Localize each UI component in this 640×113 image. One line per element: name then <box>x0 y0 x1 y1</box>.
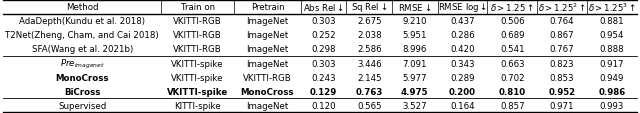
Text: 0.952: 0.952 <box>548 87 575 96</box>
Text: 0.954: 0.954 <box>600 31 624 40</box>
Text: 0.298: 0.298 <box>312 45 336 54</box>
Text: 0.971: 0.971 <box>550 101 574 110</box>
Text: 0.289: 0.289 <box>450 73 475 82</box>
Text: RMSE log$\downarrow$: RMSE log$\downarrow$ <box>438 1 487 14</box>
Text: 0.689: 0.689 <box>500 31 525 40</box>
Text: 0.986: 0.986 <box>598 87 625 96</box>
Text: 0.763: 0.763 <box>355 87 383 96</box>
Text: BiCross: BiCross <box>64 87 100 96</box>
Text: 0.917: 0.917 <box>600 59 624 68</box>
Text: VKITTI-RGB: VKITTI-RGB <box>173 45 222 54</box>
Text: 0.120: 0.120 <box>311 101 336 110</box>
Text: VKITTI-RGB: VKITTI-RGB <box>173 17 222 26</box>
Text: 0.129: 0.129 <box>310 87 337 96</box>
Text: 5.951: 5.951 <box>403 31 427 40</box>
Text: 7.091: 7.091 <box>403 59 427 68</box>
Text: 0.420: 0.420 <box>450 45 475 54</box>
Text: RMSE$\downarrow$: RMSE$\downarrow$ <box>398 2 431 13</box>
Text: KITTI-spike: KITTI-spike <box>174 101 221 110</box>
Text: 0.437: 0.437 <box>450 17 475 26</box>
Text: AdaDepth(Kundu et al. 2018): AdaDepth(Kundu et al. 2018) <box>19 17 145 26</box>
Text: 0.506: 0.506 <box>500 17 525 26</box>
Text: 0.867: 0.867 <box>550 31 574 40</box>
Text: Pretrain: Pretrain <box>251 3 284 12</box>
Text: Abs Rel$\downarrow$: Abs Rel$\downarrow$ <box>303 2 344 13</box>
Text: 0.949: 0.949 <box>600 73 624 82</box>
Text: 4.975: 4.975 <box>401 87 429 96</box>
Text: VKITTI-spike: VKITTI-spike <box>167 87 228 96</box>
Text: ImageNet: ImageNet <box>246 59 289 68</box>
Text: 5.977: 5.977 <box>403 73 427 82</box>
Text: 3.527: 3.527 <box>403 101 427 110</box>
Text: 0.303: 0.303 <box>311 17 336 26</box>
Text: Train on: Train on <box>180 3 214 12</box>
Text: 0.164: 0.164 <box>450 101 475 110</box>
Text: 0.252: 0.252 <box>311 31 336 40</box>
Text: MonoCross: MonoCross <box>56 73 109 82</box>
Text: 0.764: 0.764 <box>550 17 574 26</box>
Text: 0.810: 0.810 <box>499 87 526 96</box>
Text: 3.446: 3.446 <box>357 59 381 68</box>
Text: $\delta > 1.25^3\uparrow$: $\delta > 1.25^3\uparrow$ <box>588 1 636 14</box>
Text: 0.857: 0.857 <box>500 101 525 110</box>
Text: VKITTI-spike: VKITTI-spike <box>172 59 224 68</box>
Text: $\mathit{Pre}_{\mathit{imagenet}}$: $\mathit{Pre}_{\mathit{imagenet}}$ <box>60 57 104 70</box>
Text: 0.343: 0.343 <box>450 59 475 68</box>
Text: Supervised: Supervised <box>58 101 106 110</box>
Text: 0.767: 0.767 <box>550 45 574 54</box>
Text: 0.541: 0.541 <box>500 45 525 54</box>
Text: ImageNet: ImageNet <box>246 17 289 26</box>
Text: $\delta > 1.25\uparrow$: $\delta > 1.25\uparrow$ <box>490 2 534 13</box>
Text: VKITTI-RGB: VKITTI-RGB <box>173 31 222 40</box>
Text: 0.243: 0.243 <box>311 73 336 82</box>
Text: Method: Method <box>66 3 99 12</box>
Text: 0.303: 0.303 <box>311 59 336 68</box>
Text: Sq Rel$\downarrow$: Sq Rel$\downarrow$ <box>351 1 387 14</box>
Text: 0.853: 0.853 <box>550 73 574 82</box>
Text: T2Net(Zheng, Cham, and Cai 2018): T2Net(Zheng, Cham, and Cai 2018) <box>5 31 159 40</box>
Text: 2.675: 2.675 <box>357 17 381 26</box>
Text: 0.663: 0.663 <box>500 59 525 68</box>
Text: MonoCross: MonoCross <box>241 87 294 96</box>
Text: 0.888: 0.888 <box>600 45 624 54</box>
Text: $\delta > 1.25^2\uparrow$: $\delta > 1.25^2\uparrow$ <box>538 1 586 14</box>
Text: 0.993: 0.993 <box>600 101 624 110</box>
Text: 0.823: 0.823 <box>550 59 574 68</box>
Text: 0.565: 0.565 <box>357 101 381 110</box>
Text: 9.210: 9.210 <box>403 17 427 26</box>
Text: ImageNet: ImageNet <box>246 45 289 54</box>
Text: 0.200: 0.200 <box>449 87 476 96</box>
Text: ImageNet: ImageNet <box>246 31 289 40</box>
Text: 0.881: 0.881 <box>600 17 624 26</box>
Text: 8.996: 8.996 <box>403 45 427 54</box>
Text: SFA(Wang et al. 2021b): SFA(Wang et al. 2021b) <box>31 45 132 54</box>
Text: 2.586: 2.586 <box>357 45 381 54</box>
Text: ImageNet: ImageNet <box>246 101 289 110</box>
Text: VKITTI-spike: VKITTI-spike <box>172 73 224 82</box>
Text: 0.286: 0.286 <box>450 31 475 40</box>
Text: 0.702: 0.702 <box>500 73 525 82</box>
Text: 2.038: 2.038 <box>357 31 381 40</box>
Text: 2.145: 2.145 <box>357 73 381 82</box>
Text: VKITTI-RGB: VKITTI-RGB <box>243 73 292 82</box>
